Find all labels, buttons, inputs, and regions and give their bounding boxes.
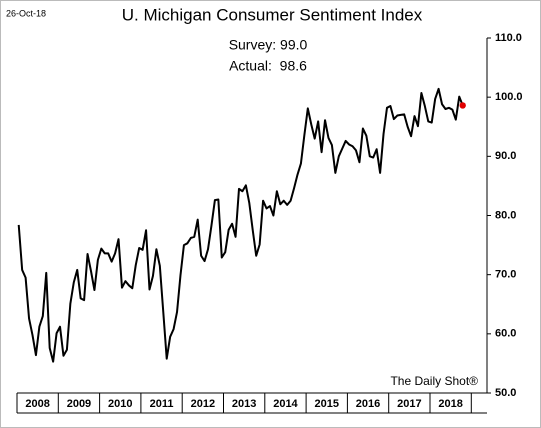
x-tick-label: 2010 [108,398,132,410]
date-label: 26-Oct-18 [6,8,46,18]
x-tick-label: 2018 [438,398,462,410]
x-tick-label: 2013 [232,398,256,410]
y-tick-label: 60.0 [495,328,516,340]
x-tick-label: 2009 [67,398,91,410]
x-tick-label: 2014 [273,398,298,410]
y-tick-label: 50.0 [495,387,516,399]
x-tick-label: 2017 [397,398,421,410]
y-tick-label: 110.0 [495,32,522,44]
annotation: Survey: 99.0 [229,37,308,53]
y-tick-label: 100.0 [495,91,523,103]
last-point [459,102,466,109]
y-tick-label: 90.0 [495,150,516,162]
chart-title: U. Michigan Consumer Sentiment Index [122,5,423,24]
line [17,87,464,363]
x-tick-label: 2008 [25,398,49,410]
source: The Daily Shot® [390,374,478,388]
y-tick-label: 80.0 [495,209,516,221]
x-tick-label: 2016 [356,398,380,410]
x-tick-label: 2012 [191,398,215,410]
x-tick-label: 2011 [150,398,174,410]
annotation: Actual: 98.6 [229,58,307,74]
x-tick-label: 2015 [315,398,339,410]
y-tick-label: 70.0 [495,269,516,281]
